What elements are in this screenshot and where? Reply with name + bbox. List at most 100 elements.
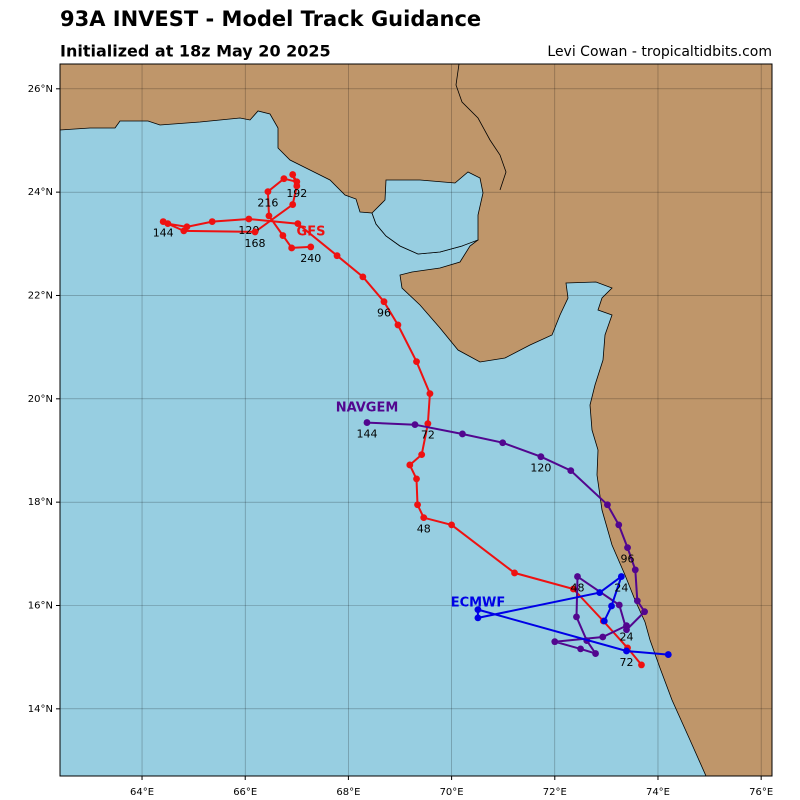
hour-label: 24 <box>614 582 628 595</box>
track-point <box>631 566 639 574</box>
track-point <box>245 215 253 223</box>
hour-label: 72 <box>421 429 435 442</box>
track-point <box>363 419 371 426</box>
track-line <box>366 421 646 656</box>
x-tick-label: 74°E <box>646 787 670 798</box>
y-tick-label: 16°N <box>28 600 53 611</box>
track-point <box>264 188 272 196</box>
track-point <box>600 617 608 625</box>
y-tick-label: 22°N <box>28 290 53 301</box>
land-inlet <box>371 171 484 255</box>
x-tick-label: 76°E <box>749 787 773 798</box>
y-tick-label: 20°N <box>28 394 53 405</box>
track-point <box>551 638 559 646</box>
x-tick-label: 70°E <box>440 787 464 798</box>
track-point <box>499 439 507 447</box>
track-point <box>474 606 482 614</box>
credit: Levi Cowan - tropicaltidbits.com <box>547 44 772 60</box>
track-point <box>333 252 341 260</box>
hour-label: 96 <box>377 307 391 320</box>
track-point <box>280 175 288 183</box>
hour-label: 24 <box>620 631 634 644</box>
track-point <box>289 201 297 208</box>
tracks-group: 487296120144168192216240GFS244896120144N… <box>153 171 672 669</box>
track-point <box>596 589 604 596</box>
legend-label: ECMWF <box>451 596 506 611</box>
y-tick-label: 18°N <box>28 497 53 508</box>
track-point <box>413 475 420 483</box>
hour-label: 168 <box>245 237 266 250</box>
track-point <box>615 601 623 609</box>
track-point <box>307 243 315 251</box>
track-point <box>573 613 580 621</box>
track-point <box>574 573 581 580</box>
track-point <box>624 544 631 552</box>
x-tick-label: 68°E <box>336 787 360 798</box>
track-point <box>414 501 421 509</box>
track-point <box>459 430 466 438</box>
y-tick-label: 24°N <box>28 187 53 198</box>
track-point <box>265 212 273 220</box>
track-point <box>159 218 167 225</box>
track-point <box>617 573 625 580</box>
track-point <box>641 608 648 616</box>
track-point <box>592 650 599 657</box>
track-point <box>426 390 434 398</box>
track-point <box>537 453 545 461</box>
hour-label: 120 <box>530 462 551 475</box>
track-point <box>511 569 518 577</box>
track-point <box>448 521 455 529</box>
plot-frame <box>59 63 773 777</box>
track-point <box>294 220 302 228</box>
hour-label: 240 <box>300 252 321 265</box>
track-point <box>664 651 672 658</box>
legend-label: GFS <box>297 225 326 240</box>
legend-label: NAVGEM <box>336 401 399 416</box>
border <box>455 64 507 191</box>
hour-label: 192 <box>286 187 307 200</box>
land-group <box>60 64 772 776</box>
track-point <box>289 171 297 178</box>
track-point <box>359 273 367 281</box>
track-point <box>638 661 645 669</box>
track-point <box>569 585 577 593</box>
x-tick-label: 64°E <box>130 787 154 798</box>
x-tick-label: 66°E <box>233 787 257 798</box>
track-point <box>180 227 188 235</box>
chart-subtitle: Initialized at 18z May 20 2025 <box>60 42 331 61</box>
track-point <box>406 461 414 469</box>
track-point <box>293 178 301 186</box>
y-tick-label: 26°N <box>28 84 53 95</box>
land <box>60 64 772 776</box>
track-line <box>476 573 669 656</box>
hour-label: 144 <box>356 428 377 441</box>
track-point <box>474 614 482 622</box>
chart-title: 93A INVEST - Model Track Guidance <box>60 7 481 31</box>
track-point <box>418 451 426 459</box>
hour-label: 144 <box>153 227 174 240</box>
track-point <box>394 321 402 329</box>
hour-label: 96 <box>621 553 635 566</box>
track-point <box>208 218 216 225</box>
track-point <box>288 244 296 252</box>
track-point <box>420 514 428 522</box>
track-point <box>279 232 287 239</box>
track-point <box>623 626 630 634</box>
hour-label: 48 <box>417 523 431 536</box>
track-point <box>615 521 623 529</box>
x-tick-label: 72°E <box>543 787 567 798</box>
hour-label: 72 <box>620 656 634 669</box>
track-point <box>623 647 630 655</box>
track-point <box>567 467 575 475</box>
track-point <box>599 633 607 641</box>
track-point <box>413 358 420 366</box>
track-point <box>251 228 259 236</box>
track-point <box>411 421 419 429</box>
track-point <box>604 501 611 509</box>
track-point <box>380 298 388 306</box>
hour-label: 216 <box>257 197 278 210</box>
track-point <box>608 602 615 610</box>
hour-label: 48 <box>570 582 584 595</box>
